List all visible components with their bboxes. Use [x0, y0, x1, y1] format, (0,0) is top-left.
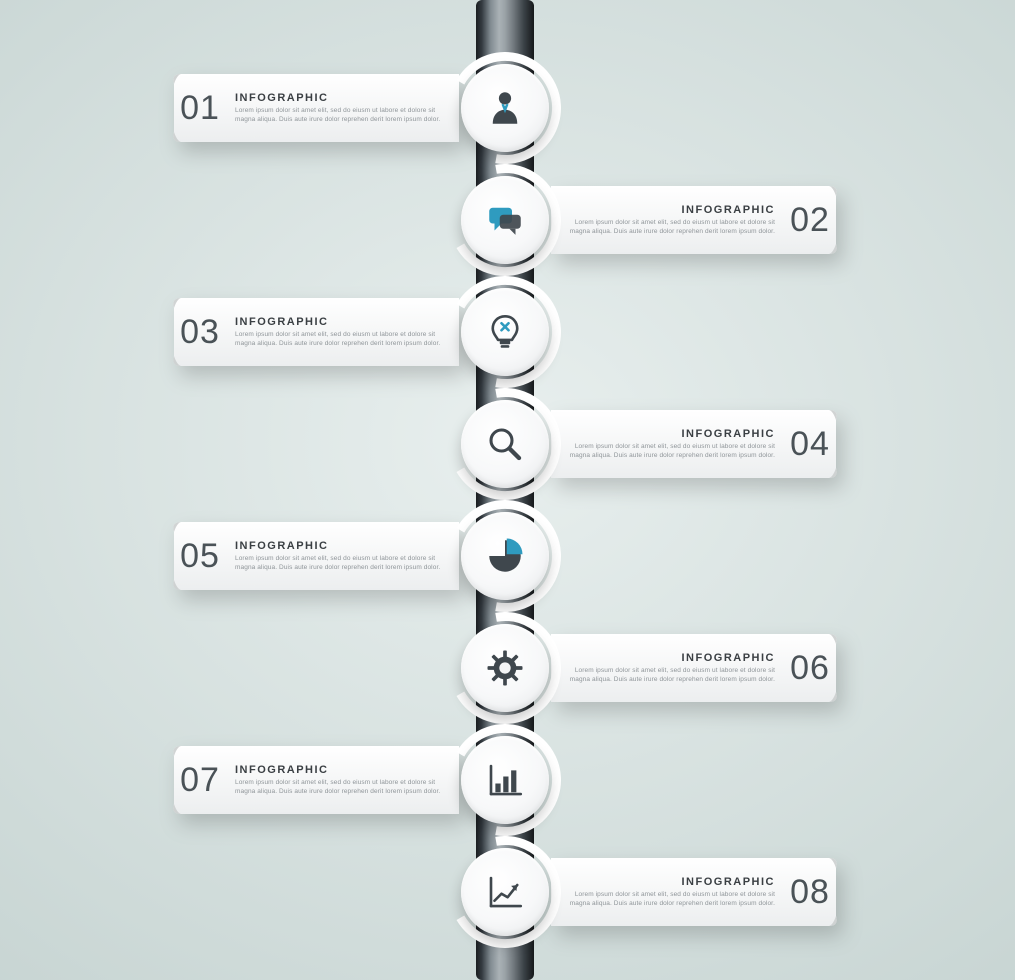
step-desc: Lorem ipsum dolor sit amet elit, sed do … — [235, 555, 453, 573]
step-desc: Lorem ipsum dolor sit amet elit, sed do … — [557, 219, 775, 237]
step-01: 01 INFOGRAPHIC Lorem ipsum dolor sit amet … — [0, 53, 1015, 163]
step-desc: Lorem ipsum dolor sit amet elit, sed do … — [557, 443, 775, 461]
pie-icon — [484, 535, 526, 577]
step-number: 05 — [171, 537, 229, 576]
step-03: 03 INFOGRAPHIC Lorem ipsum dolor sit amet … — [0, 277, 1015, 387]
person-icon — [484, 87, 526, 129]
label-card: 05 INFOGRAPHIC Lorem ipsum dolor sit amet … — [171, 520, 459, 592]
growth-icon — [484, 871, 526, 913]
step-06: 06 INFOGRAPHIC Lorem ipsum dolor sit amet … — [0, 613, 1015, 723]
step-05: 05 INFOGRAPHIC Lorem ipsum dolor sit amet … — [0, 501, 1015, 611]
step-text: INFOGRAPHIC Lorem ipsum dolor sit amet el… — [229, 92, 459, 125]
step-text: INFOGRAPHIC Lorem ipsum dolor sit amet el… — [229, 764, 459, 797]
step-number: 01 — [171, 89, 229, 128]
step-desc: Lorem ipsum dolor sit amet elit, sed do … — [235, 779, 453, 797]
step-desc: Lorem ipsum dolor sit amet elit, sed do … — [235, 107, 453, 125]
step-02: 02 INFOGRAPHIC Lorem ipsum dolor sit amet … — [0, 165, 1015, 275]
step-title: INFOGRAPHIC — [235, 540, 453, 552]
step-08: 08 INFOGRAPHIC Lorem ipsum dolor sit amet … — [0, 837, 1015, 947]
icon-node — [461, 400, 549, 488]
icon-node — [461, 288, 549, 376]
infographic-stage: 01 INFOGRAPHIC Lorem ipsum dolor sit amet … — [0, 0, 1015, 980]
label-card: 06 INFOGRAPHIC Lorem ipsum dolor sit amet … — [551, 632, 839, 704]
step-title: INFOGRAPHIC — [235, 316, 453, 328]
gear-icon — [484, 647, 526, 689]
bars-icon — [484, 759, 526, 801]
label-card: 02 INFOGRAPHIC Lorem ipsum dolor sit amet … — [551, 184, 839, 256]
chat-icon — [484, 199, 526, 241]
icon-node — [461, 64, 549, 152]
label-card: 04 INFOGRAPHIC Lorem ipsum dolor sit amet … — [551, 408, 839, 480]
icon-node — [461, 176, 549, 264]
step-desc: Lorem ipsum dolor sit amet elit, sed do … — [557, 891, 775, 909]
step-text: INFOGRAPHIC Lorem ipsum dolor sit amet el… — [551, 876, 781, 909]
step-title: INFOGRAPHIC — [557, 204, 775, 216]
step-desc: Lorem ipsum dolor sit amet elit, sed do … — [235, 331, 453, 349]
step-number: 03 — [171, 313, 229, 352]
step-text: INFOGRAPHIC Lorem ipsum dolor sit amet el… — [551, 428, 781, 461]
step-desc: Lorem ipsum dolor sit amet elit, sed do … — [557, 667, 775, 685]
label-card: 01 INFOGRAPHIC Lorem ipsum dolor sit amet … — [171, 72, 459, 144]
icon-node — [461, 512, 549, 600]
step-title: INFOGRAPHIC — [557, 652, 775, 664]
icon-node — [461, 736, 549, 824]
label-card: 07 INFOGRAPHIC Lorem ipsum dolor sit amet … — [171, 744, 459, 816]
step-number: 04 — [781, 425, 839, 464]
step-07: 07 INFOGRAPHIC Lorem ipsum dolor sit amet … — [0, 725, 1015, 835]
icon-node — [461, 624, 549, 712]
bulb-icon — [484, 311, 526, 353]
step-number: 08 — [781, 873, 839, 912]
step-number: 06 — [781, 649, 839, 688]
step-number: 07 — [171, 761, 229, 800]
step-title: INFOGRAPHIC — [235, 764, 453, 776]
step-title: INFOGRAPHIC — [235, 92, 453, 104]
label-card: 08 INFOGRAPHIC Lorem ipsum dolor sit amet … — [551, 856, 839, 928]
step-04: 04 INFOGRAPHIC Lorem ipsum dolor sit amet … — [0, 389, 1015, 499]
label-card: 03 INFOGRAPHIC Lorem ipsum dolor sit amet … — [171, 296, 459, 368]
step-number: 02 — [781, 201, 839, 240]
icon-node — [461, 848, 549, 936]
step-title: INFOGRAPHIC — [557, 876, 775, 888]
step-title: INFOGRAPHIC — [557, 428, 775, 440]
step-text: INFOGRAPHIC Lorem ipsum dolor sit amet el… — [551, 204, 781, 237]
step-text: INFOGRAPHIC Lorem ipsum dolor sit amet el… — [229, 540, 459, 573]
step-text: INFOGRAPHIC Lorem ipsum dolor sit amet el… — [551, 652, 781, 685]
magnifier-icon — [484, 423, 526, 465]
step-text: INFOGRAPHIC Lorem ipsum dolor sit amet el… — [229, 316, 459, 349]
